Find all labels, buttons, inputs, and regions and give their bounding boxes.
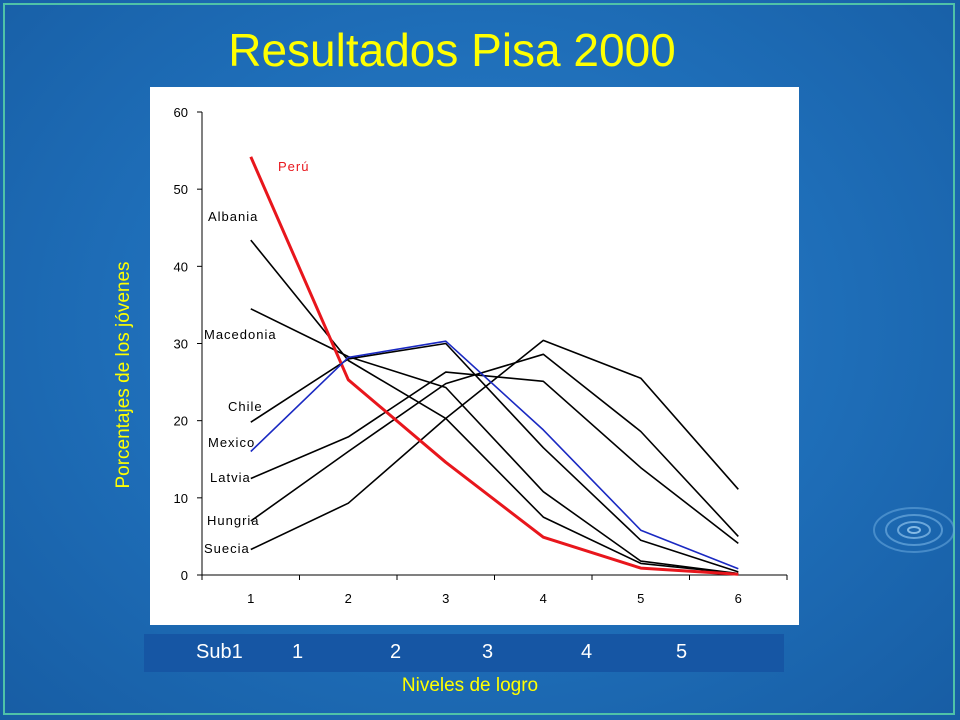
slide-frame: [3, 3, 955, 715]
series-line-chile: [250, 342, 739, 573]
series-line-hungria: [250, 353, 739, 537]
x-tick-label: 1: [247, 591, 254, 606]
y-axis-label: Porcentajes de los jóvenes: [113, 261, 134, 489]
x-tick-label: 5: [637, 591, 644, 606]
y-tick-label: 50: [174, 182, 188, 197]
axes: 0 10 20 30 40 50 60 1 2 3 4 5 6: [174, 105, 788, 606]
level-label-5: 5: [676, 641, 688, 663]
x-tick-label: 6: [735, 591, 742, 606]
series-label-latvia: Latvia: [210, 470, 251, 485]
series-line-peru: [249, 156, 739, 576]
series-label-suecia: Suecia: [204, 541, 250, 556]
chart-plot-area: 0 10 20 30 40 50 60 1 2 3 4 5 6 Perú Albania Macedonia…: [150, 87, 799, 625]
y-tick-label: 40: [174, 259, 188, 274]
y-tick-label: 0: [181, 568, 188, 583]
series-labels: Perú Albania Macedonia Chile Mexico Latvia Hun…: [204, 159, 309, 556]
water-ripple-decoration: [873, 507, 955, 553]
level-label-sub1: Sub1: [196, 641, 243, 663]
line-chart: 0 10 20 30 40 50 60 1 2 3 4 5 6 Perú Albania Macedonia…: [174, 105, 788, 606]
series-line-suecia: [250, 339, 739, 551]
series-label-albania: Albania: [208, 209, 258, 224]
levels-bar: Sub1 1 2 3 4 5: [144, 634, 784, 672]
x-tick-label: 4: [540, 591, 547, 606]
series-label-chile: Chile: [228, 399, 263, 414]
x-tick-label: 2: [345, 591, 352, 606]
y-tick-label: 10: [174, 491, 188, 506]
series-line-mexico: [250, 340, 739, 570]
series-line-macedonia: [250, 308, 739, 575]
series-label-macedonia: Macedonia: [204, 327, 277, 342]
series-lines: [249, 156, 739, 576]
series-label-peru: Perú: [278, 159, 309, 174]
level-label-4: 4: [581, 641, 593, 663]
y-tick-label: 60: [174, 105, 188, 120]
series-line-latvia: [250, 371, 739, 545]
y-tick-label: 20: [174, 414, 188, 429]
level-label-2: 2: [390, 641, 402, 663]
slide-title: Resultados Pisa 2000: [228, 24, 676, 76]
level-label-1: 1: [292, 641, 304, 663]
level-label-3: 3: [482, 641, 494, 663]
x-tick-label: 3: [442, 591, 449, 606]
series-label-hungria: Hungria: [207, 513, 260, 528]
y-tick-label: 30: [174, 337, 188, 352]
x-axis-label: Niveles de logro: [401, 675, 539, 696]
series-label-mexico: Mexico: [208, 435, 255, 450]
